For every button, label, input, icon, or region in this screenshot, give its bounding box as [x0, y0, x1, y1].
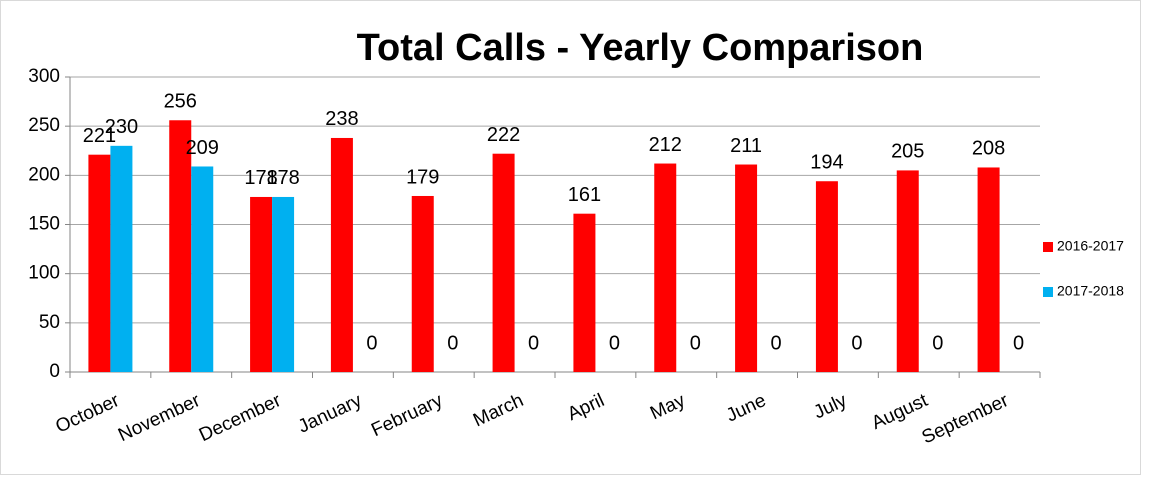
bar — [169, 120, 192, 373]
y-tick-label: 300 — [28, 66, 60, 87]
y-tick-label: 50 — [39, 312, 60, 333]
bar — [330, 137, 353, 372]
bar — [88, 154, 111, 372]
data-label: 178 — [244, 167, 277, 189]
y-tick-label: 150 — [28, 214, 60, 235]
data-label: 208 — [972, 138, 1005, 160]
y-tick-label: 200 — [28, 164, 60, 185]
data-label: 212 — [649, 134, 682, 156]
legend-label: 2016-2017 — [1057, 238, 1124, 254]
data-label: 221 — [83, 125, 116, 147]
data-label: 194 — [810, 152, 843, 174]
bar — [272, 196, 295, 372]
data-label: 0 — [851, 332, 862, 354]
bar — [191, 166, 214, 372]
data-label: 209 — [186, 137, 219, 159]
data-label: 256 — [164, 91, 197, 113]
y-tick-label: 250 — [28, 115, 60, 136]
bar — [896, 170, 919, 372]
data-label: 0 — [690, 332, 701, 354]
data-label: 0 — [932, 332, 943, 354]
legend-label: 2017-2018 — [1057, 283, 1124, 299]
bar — [411, 195, 434, 372]
data-label: 0 — [528, 332, 539, 354]
bar — [735, 164, 758, 372]
legend-swatch — [1043, 287, 1053, 297]
data-label: 230 — [105, 116, 138, 138]
bar — [654, 163, 677, 372]
data-label: 0 — [447, 332, 458, 354]
bar — [815, 181, 838, 372]
data-label: 211 — [730, 135, 762, 157]
chart-title: Total Calls - Yearly Comparison — [357, 27, 924, 69]
data-label: 161 — [568, 184, 601, 206]
legend-swatch — [1043, 242, 1053, 252]
bar — [250, 196, 273, 372]
data-label: 238 — [325, 108, 358, 130]
data-label: 178 — [266, 167, 299, 189]
bar — [492, 153, 515, 372]
bar — [977, 167, 1000, 372]
data-label: 0 — [771, 332, 782, 354]
data-label: 205 — [891, 141, 924, 163]
data-label: 0 — [1013, 332, 1024, 354]
data-label: 0 — [366, 332, 377, 354]
y-tick-label: 0 — [49, 361, 60, 382]
bar — [110, 145, 133, 372]
bar — [573, 213, 596, 372]
data-label: 222 — [487, 124, 520, 146]
data-label: 0 — [609, 332, 620, 354]
data-label: 179 — [406, 166, 439, 188]
y-tick-label: 100 — [28, 263, 60, 284]
